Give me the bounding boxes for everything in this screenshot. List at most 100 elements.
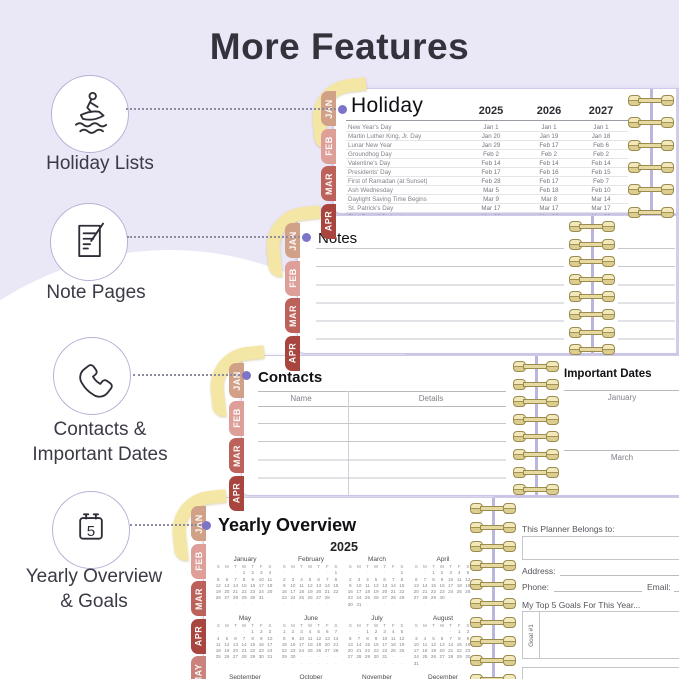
holiday-date: Feb 18 — [539, 186, 559, 194]
spiral-coil — [513, 484, 559, 496]
day-cell: - — [383, 570, 386, 576]
spiral-bead — [602, 309, 615, 320]
day-cell: 11 — [307, 635, 313, 641]
day-cell: 28 — [422, 595, 428, 601]
day-cell: 25 — [215, 654, 221, 660]
day-cell: 27 — [439, 654, 445, 660]
mini-month-name: January — [233, 556, 257, 563]
holiday-date: Feb 17 — [481, 168, 501, 176]
day-cell: 9 — [440, 576, 444, 582]
spiral-bead — [661, 206, 674, 218]
dow-cell: T — [432, 564, 435, 569]
day-cell: 16 — [373, 641, 379, 647]
day-cell: 6 — [383, 576, 386, 582]
dow-cell: S — [216, 623, 220, 628]
day-cell: 27 — [382, 595, 388, 601]
spiral-bead — [602, 326, 615, 338]
dow-cell: W — [307, 564, 313, 569]
mini-month-name: October — [299, 674, 323, 679]
day-cell: 9 — [374, 635, 378, 641]
note-page-icon — [78, 222, 105, 258]
day-cell: 23 — [281, 595, 287, 601]
contacts-page-title: Contacts — [258, 369, 323, 386]
day-cell: 7 — [325, 576, 329, 582]
day-cell: 17 — [382, 641, 388, 647]
spiral-coil — [569, 344, 615, 356]
day-cell: - — [260, 660, 263, 666]
day-cell: - — [392, 570, 395, 576]
day-cell: - — [226, 601, 228, 607]
spiral-gap — [534, 356, 538, 495]
table-line — [258, 391, 506, 392]
day-cell: 2 — [291, 629, 295, 635]
day-cell: 10 — [413, 641, 419, 647]
month-tab-label: MAR — [287, 304, 298, 327]
day-cell: 31 — [382, 654, 388, 660]
mini-month-week: 11 12 13 14 15 16 17 — [214, 642, 276, 648]
day-cell: - — [375, 570, 377, 576]
day-cell: 12 — [430, 641, 437, 647]
day-cell: - — [251, 660, 254, 666]
day-cell: 25 — [267, 589, 273, 595]
day-cell: 26 — [307, 595, 313, 601]
day-cell: 15 — [281, 641, 287, 647]
day-cell: - — [392, 660, 395, 666]
page-title: More Features — [209, 26, 470, 67]
holiday-table: New Year's Day Jan 1 Jan 1 Jan 1 Martin Luth… — [346, 123, 628, 222]
spiral-coil — [513, 396, 559, 408]
dow-cell: F — [391, 623, 395, 628]
holiday-date: Mar 17 — [481, 204, 501, 212]
belongs-box — [522, 536, 679, 560]
mini-month-week: 27 28 29 30- - - — [412, 595, 474, 601]
feature-label-note-pages: Note Pages — [0, 280, 196, 305]
mini-month-week: 20 21 22 23 24 25 26 — [346, 648, 408, 654]
day-cell: - — [335, 660, 337, 666]
mini-month-name: August — [432, 615, 454, 622]
day-cell: 24 — [258, 589, 264, 595]
day-cell: - — [415, 570, 418, 576]
spiral-coil — [628, 161, 674, 173]
day-cell: - — [358, 570, 360, 576]
spiral-gap — [590, 216, 594, 353]
mini-month-week: 4 5 6 7 8 9 10 — [214, 636, 276, 642]
mini-month-week: 31- - - - - - — [412, 661, 474, 667]
accent-dot — [242, 371, 251, 380]
day-cell: - — [251, 601, 254, 607]
day-cell: - — [458, 601, 461, 607]
dow-cell: S — [268, 564, 272, 569]
spiral-coil — [628, 117, 674, 129]
day-cell: 25 — [456, 589, 462, 595]
day-cell: 5 — [374, 576, 378, 582]
day-cell: - — [309, 601, 311, 607]
day-cell: 26 — [465, 589, 471, 595]
day-cell: 26 — [399, 648, 405, 654]
day-cell: 6 — [325, 629, 329, 635]
dow-cell: T — [449, 564, 453, 569]
day-cell: 31 — [258, 595, 264, 601]
day-cell: 16 — [290, 641, 296, 647]
mini-month-week: ------- — [280, 602, 342, 608]
mini-month-week: 6 7 8 9 10 11 12 — [412, 577, 474, 583]
holiday-row: Daylight Saving Time Begins Mar 9 Mar 8 Mar… — [346, 195, 628, 204]
day-cell: 10 — [290, 582, 296, 588]
day-cell: - — [217, 629, 220, 635]
dow-cell: S — [414, 623, 418, 628]
mini-month-week: 15 16 17 18 19 20 21 — [280, 642, 342, 648]
mini-month-name: November — [362, 674, 392, 679]
day-cell: 10 — [267, 635, 273, 641]
spiral-bead — [503, 579, 516, 590]
mini-month-week: ------1 — [346, 570, 408, 576]
mini-month-week: 29 30- - - - - — [280, 654, 342, 660]
holiday-page-title: Holiday — [351, 94, 424, 117]
spiral-coil — [513, 413, 559, 425]
day-cell: 24 — [298, 648, 305, 654]
day-cell: 8 — [432, 576, 435, 582]
dow-cell: S — [282, 623, 286, 628]
month-tab-label: FEB — [287, 268, 298, 288]
day-cell: - — [401, 654, 403, 660]
holiday-date: Jan 19 — [539, 132, 559, 140]
mini-month-week: 19 20 21 22 23 24 25 — [214, 589, 276, 595]
